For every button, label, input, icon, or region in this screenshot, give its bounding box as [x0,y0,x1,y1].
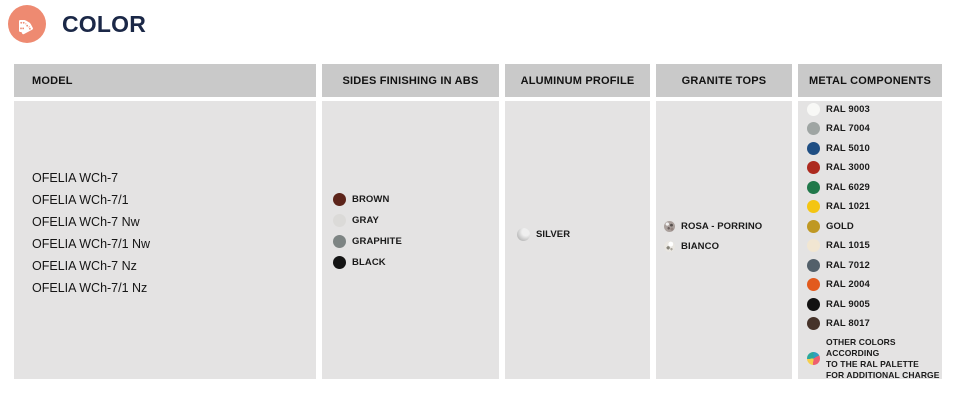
swatch-label: ROSA - PORRINO [681,220,763,232]
swatch-label: GRAY [352,215,379,226]
column-aluminum-profile: ALUMINUM PROFILE SILVER [505,64,650,379]
color-swatch-dot [807,180,820,194]
swatch-label: RAL 7004 [826,123,870,135]
swatch-row: RAL 9005 [807,295,942,315]
swatch-label: RAL 2004 [826,279,870,291]
swatch-row: RAL 6029 [807,178,942,198]
swatch-row: GOLD [807,217,942,237]
swatch-row: RAL 1021 [807,197,942,217]
ral-palette-swatch-dot [807,352,820,365]
model-name: OFELIA WCh-7 Nz [32,259,137,273]
model-name: OFELIA WCh-7 [32,171,119,185]
color-swatch-dot [807,317,820,331]
swatch-row: BROWN [333,189,499,210]
model-cell: OFELIA WCh-7 OFELIA WCh-7/1 OFELIA WCh-7… [14,101,316,379]
column-header-model: MODEL [14,64,316,97]
swatch-row: RAL 9003 [807,100,942,120]
column-granite-tops: GRANITE TOPS ROSA - PORRINO BIANCO [656,64,792,379]
swatch-row: GRAPHITE [333,231,499,252]
column-model: MODEL OFELIA WCh-7 OFELIA WCh-7/1 OFELIA… [14,64,316,379]
column-header-sides-finishing-abs: SIDES FINISHING IN ABS [322,64,499,97]
color-swatch-dot [807,278,820,292]
color-swatch-dot [333,235,346,248]
swatch-label: SILVER [536,228,571,240]
color-swatch-dot [807,102,820,116]
aluminum-profile-cell: SILVER [505,101,650,379]
swatch-row: SILVER [517,224,650,245]
color-swatch-dot [807,239,820,253]
column-header-metal-components: METAL COMPONENTS [798,64,942,97]
model-name: OFELIA WCh-7/1 Nz [32,281,148,295]
swatch-label: RAL 1015 [826,240,870,252]
color-swatch-dot [807,200,820,214]
swatch-label: RAL 6029 [826,181,870,193]
swatch-label: RAL 5010 [826,142,870,154]
color-swatch-dot [517,227,530,241]
column-sides-finishing-abs: SIDES FINISHING IN ABS BROWN GRAY GRAPHI… [322,64,499,379]
column-header-granite-tops: GRANITE TOPS [656,64,792,97]
swatch-label: RAL 1021 [826,201,870,213]
page-title: COLOR [62,10,147,37]
color-swatch-dot [807,258,820,272]
color-spec-table: MODEL OFELIA WCh-7 OFELIA WCh-7/1 OFELIA… [14,64,942,381]
swatch-row: RAL 2004 [807,275,942,295]
color-swatch-dot [807,219,820,233]
metal-components-cell: RAL 9003 RAL 7004 RAL 5010 RAL 3 [798,100,942,381]
model-name: OFELIA WCh-7 Nw [32,215,140,229]
column-metal-components: METAL COMPONENTS RAL 9003 RAL 7004 [798,64,942,381]
color-swatch-dot [333,256,346,269]
swatch-label: BLACK [352,257,386,268]
column-header-aluminum-profile: ALUMINUM PROFILE [505,64,650,97]
swatch-label: RAL 7012 [826,259,870,271]
swatch-row: GRAY [333,210,499,231]
swatch-label: GOLD [826,220,854,232]
other-colors-row: OTHER COLORS ACCORDING TO THE RAL PALETT… [807,337,942,381]
granite-swatch-dot [664,240,675,252]
swatch-label: GRAPHITE [352,236,402,247]
swatch-row: RAL 5010 [807,139,942,159]
metal-swatch-list: RAL 9003 RAL 7004 RAL 5010 RAL 3 [807,100,942,334]
swatch-row: RAL 7012 [807,256,942,276]
swatch-row: RAL 1015 [807,236,942,256]
swatch-row: RAL 7004 [807,119,942,139]
swatch-label: RAL 9003 [826,103,870,115]
swatch-label: RAL 3000 [826,162,870,174]
swatch-label: RAL 8017 [826,318,870,330]
swatch-row: ROSA - PORRINO [664,216,792,236]
model-name: OFELIA WCh-7/1 Nw [32,237,151,251]
swatch-label: BROWN [352,194,390,205]
model-name: OFELIA WCh-7/1 [32,193,129,207]
swatch-label: RAL 9005 [826,298,870,310]
page-header: COLOR [8,5,146,43]
swatch-row: BLACK [333,252,499,273]
palette-fan-glyph [19,20,33,35]
color-swatch-dot [333,214,346,227]
swatch-row: RAL 8017 [807,314,942,334]
other-colors-note: OTHER COLORS ACCORDING TO THE RAL PALETT… [826,336,940,380]
granite-swatch-dot [664,220,675,232]
color-swatch-dot [333,193,346,206]
color-swatch-dot [807,161,820,175]
swatch-label: BIANCO [681,240,720,252]
color-swatch-dot [807,141,820,155]
swatch-row: RAL 3000 [807,158,942,178]
color-swatch-dot [807,297,820,311]
color-palette-icon [8,5,46,43]
abs-finishes-cell: BROWN GRAY GRAPHITE BLACK [322,101,499,379]
swatch-row: BIANCO [664,236,792,256]
granite-tops-cell: ROSA - PORRINO BIANCO [656,101,792,379]
color-swatch-dot [807,122,820,136]
